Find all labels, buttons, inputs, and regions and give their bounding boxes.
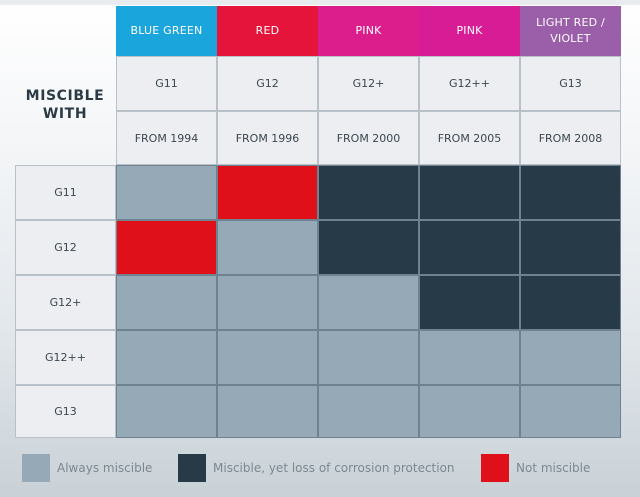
legend-label: Always miscible [57,461,153,475]
matrix-cell [318,330,419,385]
matrix-cell [116,275,217,330]
matrix-cell [318,220,419,275]
matrix-cell [217,220,318,275]
column-since-header: FROM 1996 [217,111,318,165]
matrix-cell [318,165,419,220]
column-color-header: BLUE GREEN [116,6,217,56]
matrix-cell [116,165,217,220]
column-since-header: FROM 2005 [419,111,520,165]
column-since-header: FROM 1994 [116,111,217,165]
matrix-cell [419,165,520,220]
matrix-cell [520,220,621,275]
column-since-header: FROM 2000 [318,111,419,165]
matrix-cell [318,385,419,438]
legend-swatch [178,454,206,482]
table-title: MISCIBLE WITH [25,88,105,122]
matrix-cell [116,330,217,385]
matrix-cell [419,275,520,330]
row-header: G13 [15,385,116,438]
legend-swatch [481,454,509,482]
matrix-cell [419,385,520,438]
row-header: G12++ [15,330,116,385]
matrix-cell [520,165,621,220]
column-color-header: PINK [419,6,520,56]
column-color-header: LIGHT RED / VIOLET [520,6,621,56]
column-code-header: G12+ [318,56,419,111]
matrix-cell [217,275,318,330]
column-color-header: PINK [318,6,419,56]
top-rule [0,0,640,5]
legend-swatch [22,454,50,482]
column-code-header: G11 [116,56,217,111]
row-header: G11 [15,165,116,220]
legend-label: Not miscible [516,461,591,475]
matrix-cell [217,385,318,438]
row-header: G12+ [15,275,116,330]
column-since-header: FROM 2008 [520,111,621,165]
matrix-cell [520,385,621,438]
row-header: G12 [15,220,116,275]
column-color-header: RED [217,6,318,56]
matrix-cell [318,275,419,330]
column-code-header: G13 [520,56,621,111]
matrix-cell [116,220,217,275]
column-code-header: G12 [217,56,318,111]
matrix-cell [217,330,318,385]
matrix-cell [520,330,621,385]
legend-label: Miscible, yet loss of corrosion protecti… [213,461,455,475]
column-code-header: G12++ [419,56,520,111]
matrix-cell [217,165,318,220]
matrix-cell [419,220,520,275]
matrix-cell [419,330,520,385]
matrix-cell [116,385,217,438]
matrix-cell [520,275,621,330]
